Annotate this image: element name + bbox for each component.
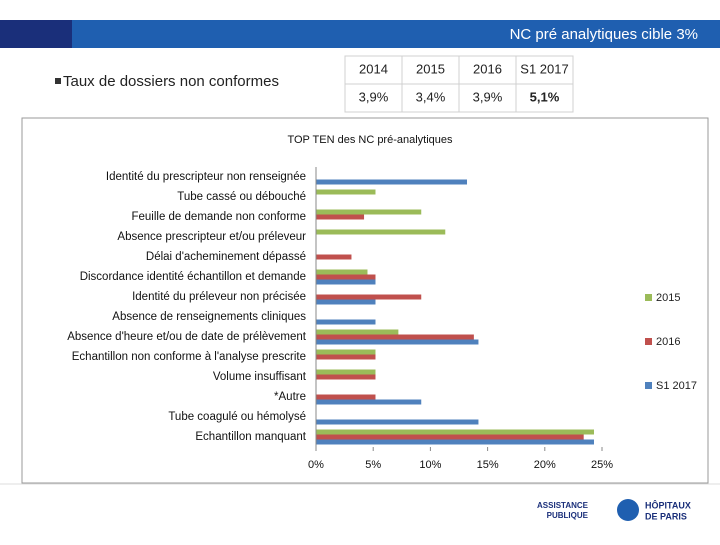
table-text: 5,1% (530, 89, 560, 104)
table-cell (458, 55, 517, 85)
x-tick-label: 0% (308, 459, 324, 471)
legend-swatch (645, 382, 652, 389)
y-tick-label: Absence d'heure et/ou de date de prélève… (67, 331, 307, 343)
legend-label: 2016 (656, 336, 680, 348)
y-tick-label: Volume insuffisant (213, 371, 307, 383)
table-text: 2016 (473, 61, 502, 76)
y-tick-label: Echantillon non conforme à l'analyse pre… (72, 351, 306, 363)
logo-text: DE PARIS (645, 511, 687, 521)
bar (316, 189, 376, 195)
bar (316, 374, 376, 380)
bar (316, 339, 479, 345)
table-cell (401, 83, 460, 113)
bar (316, 294, 422, 300)
y-tick-label: Discordance identité échantillon et dema… (80, 271, 306, 283)
table-text: 2014 (359, 61, 388, 76)
plot: Identité du prescripteur non renseignée T… (67, 167, 697, 471)
y-tick-label: Absence prescripteur et/ou préleveur (117, 231, 306, 243)
bar (316, 439, 594, 445)
header-title: NC pré analytiques cible 3% (510, 26, 698, 43)
y-tick-label: Absence de renseignements cliniques (112, 311, 306, 323)
x-tick-label: 5% (365, 459, 381, 471)
bar (316, 419, 479, 425)
table-cell (344, 83, 403, 113)
y-tick-label: Identité du préleveur non précisée (132, 291, 306, 303)
y-tick-label: Identité du prescripteur non renseignée (106, 171, 306, 183)
bar (316, 229, 446, 235)
legend-swatch (645, 338, 652, 345)
bullet-text: Taux de dossiers non conformes (63, 73, 279, 90)
y-tick-label: Tube cassé ou débouché (177, 191, 306, 203)
bar (316, 279, 376, 285)
bullet-mark (55, 78, 61, 84)
x-tick-label: 25% (591, 459, 613, 471)
table-cell (515, 83, 574, 113)
header-bar (0, 20, 720, 48)
bar (316, 319, 376, 325)
table-text: 3,9% (359, 89, 389, 104)
bar (316, 299, 376, 305)
bar (316, 179, 468, 185)
y-tick-label: Feuille de demande non conforme (131, 211, 306, 223)
bar (316, 399, 422, 405)
logo-text: HÔPITAUX (645, 499, 691, 510)
y-tick-label: Délai d'acheminement dépassé (146, 251, 306, 263)
table: 2014 2015 2016 S1 2017 3,9% 3,4% 3,9% 5,1% (344, 55, 574, 113)
bar (316, 394, 376, 400)
header-block (0, 20, 72, 48)
table-text: S1 2017 (520, 61, 568, 76)
chart-title: TOP TEN des NC pré-analytiques (287, 134, 453, 146)
x-tick-label: 15% (477, 459, 499, 471)
legend-label: S1 2017 (656, 380, 697, 392)
bar (316, 369, 376, 375)
bar (316, 349, 376, 355)
legend-swatch (645, 294, 652, 301)
bar (316, 354, 376, 360)
table-cell (344, 55, 403, 85)
logo-text: PUBLIQUE (547, 511, 589, 520)
bar (316, 434, 584, 440)
y-tick-label: Echantillon manquant (195, 431, 306, 443)
y-tick-label: *Autre (274, 391, 306, 403)
legend-label: 2015 (656, 292, 680, 304)
table-text: 3,4% (416, 89, 446, 104)
bar (316, 209, 422, 215)
bar (316, 269, 368, 275)
table-text: 2015 (416, 61, 445, 76)
bar (316, 329, 399, 335)
table-text: 3,9% (473, 89, 503, 104)
bar (316, 254, 352, 260)
logo-icon (617, 499, 639, 521)
bar (316, 214, 365, 220)
bar (316, 334, 474, 340)
x-tick-label: 10% (419, 459, 441, 471)
bar (316, 429, 594, 435)
table-cell (401, 55, 460, 85)
x-tick-label: 20% (534, 459, 556, 471)
y-tick-label: Tube coagulé ou hémolysé (168, 411, 306, 423)
logo-text: ASSISTANCE (537, 501, 589, 510)
bar (316, 274, 376, 280)
